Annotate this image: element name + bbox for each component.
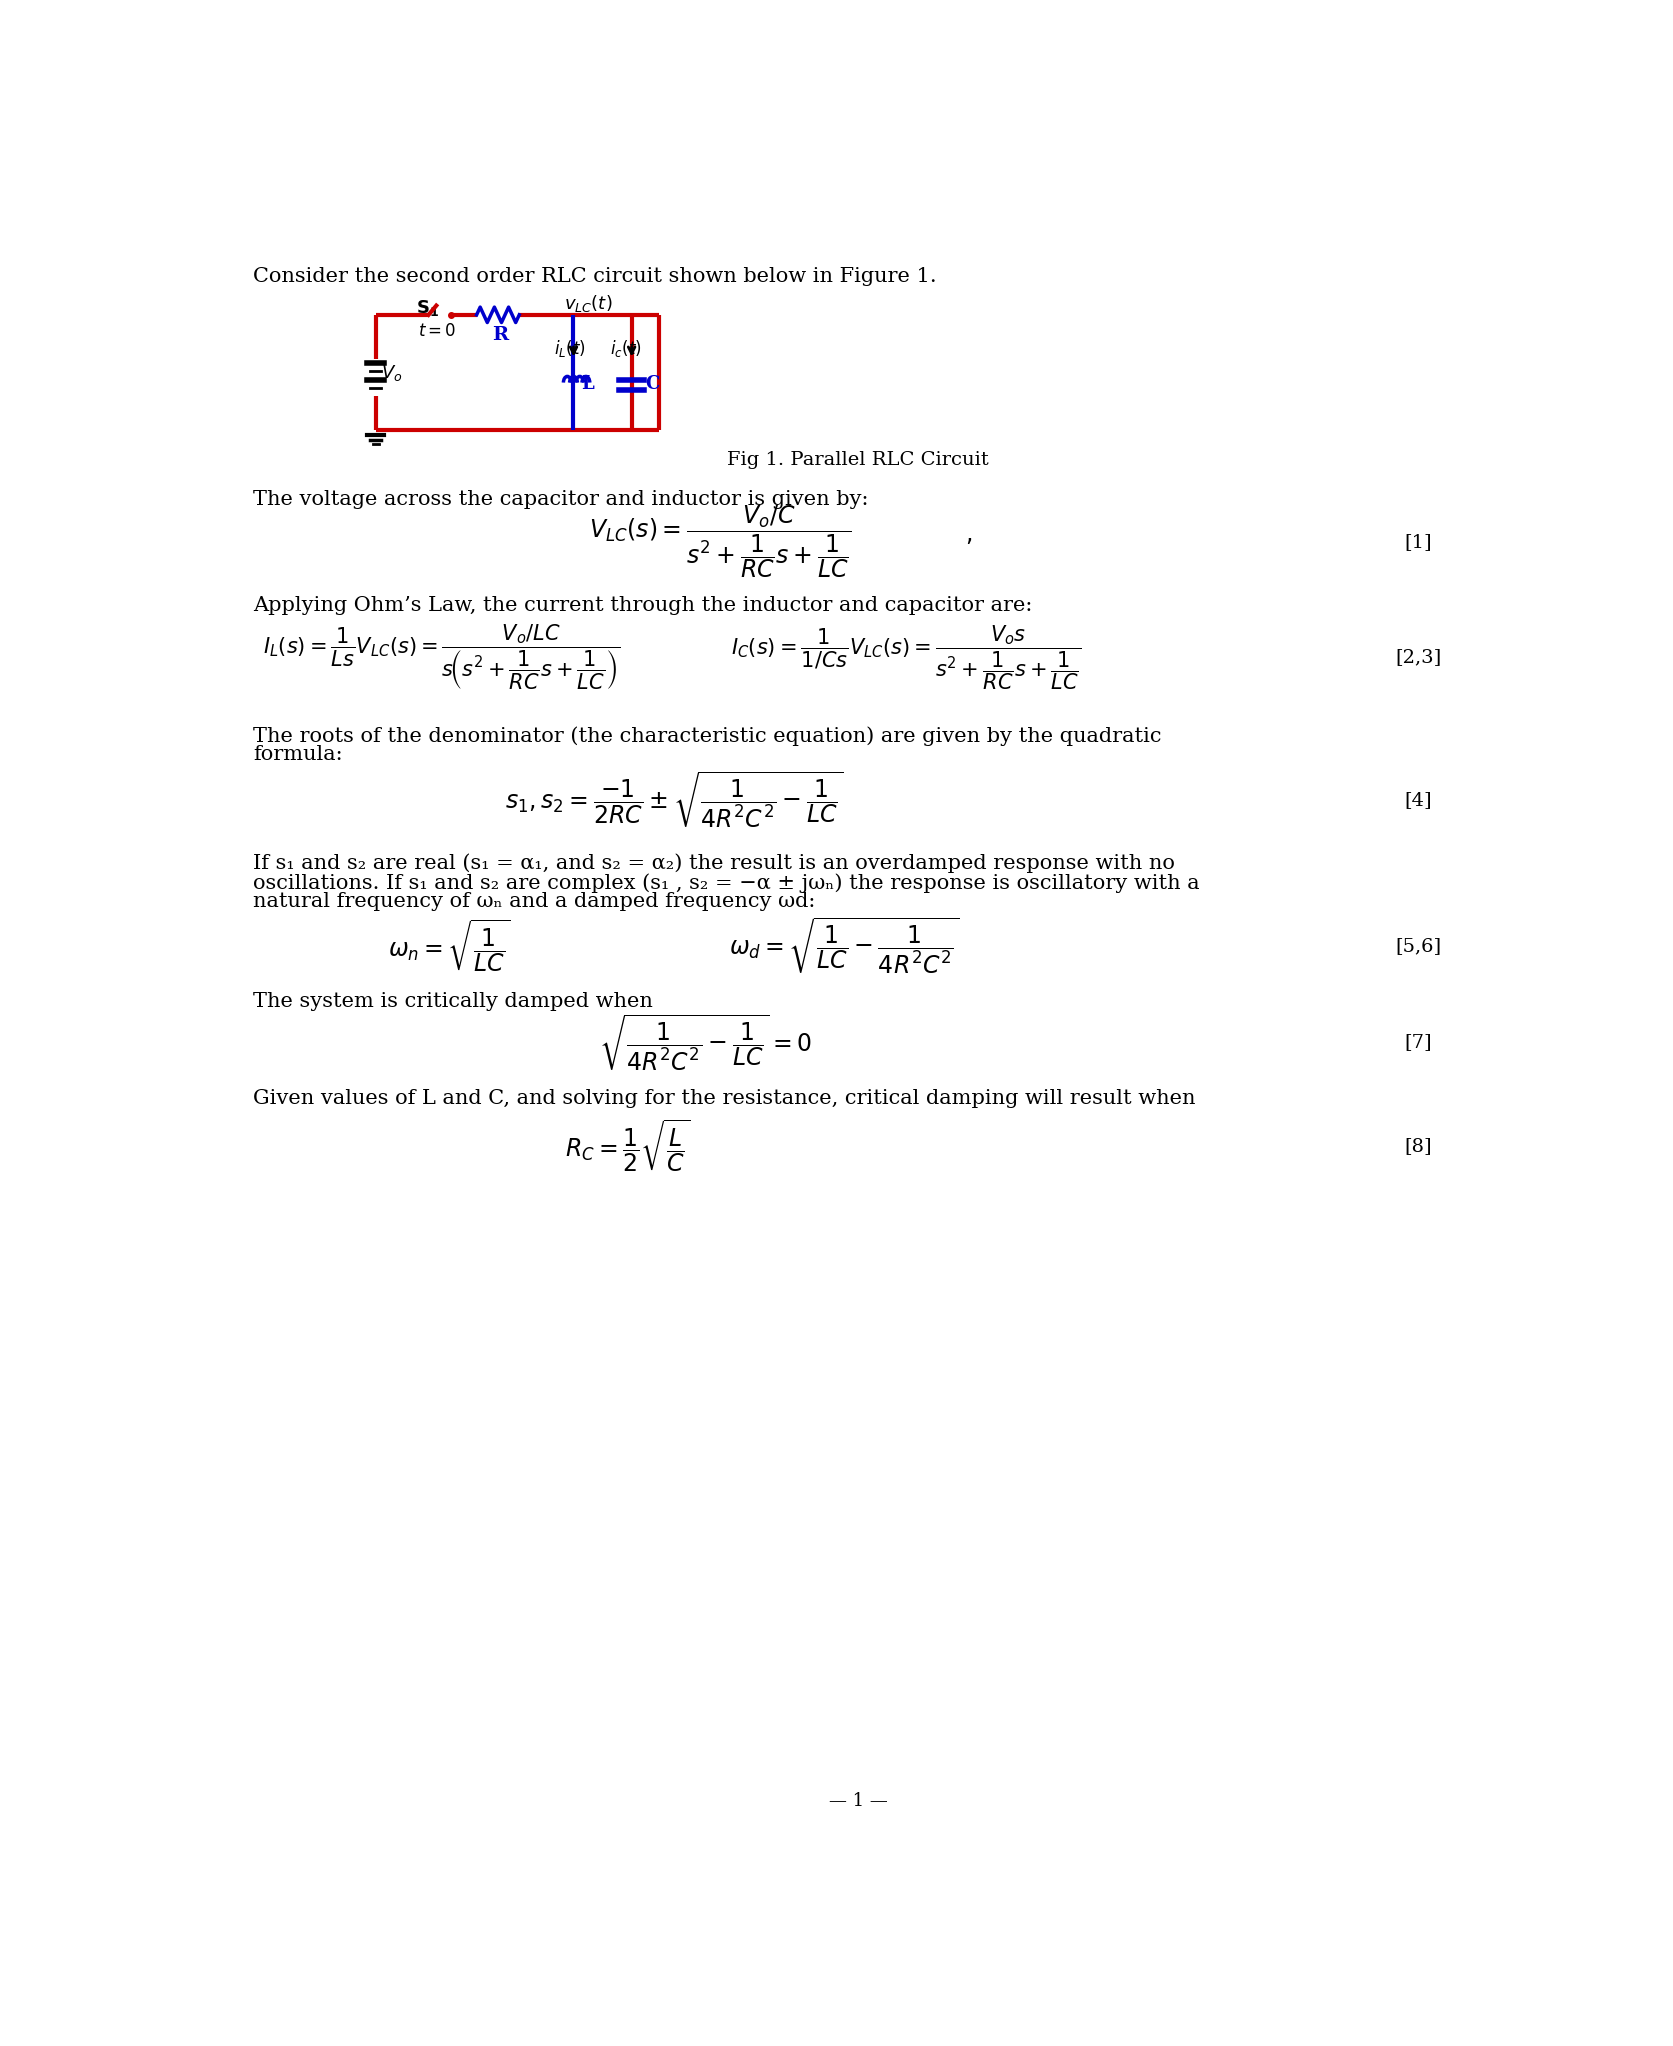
Text: $\omega_n = \sqrt{\dfrac{1}{LC}}$: $\omega_n = \sqrt{\dfrac{1}{LC}}$ [388,917,510,974]
Text: Fig 1. Parallel RLC Circuit: Fig 1. Parallel RLC Circuit [726,450,989,469]
Text: [4]: [4] [1404,792,1430,808]
Text: $I_L(s) = \dfrac{1}{Ls}V_{LC}(s) = \dfrac{V_o/LC}{s\!\left(s^2+\dfrac{1}{RC}s+\d: $I_L(s) = \dfrac{1}{Ls}V_{LC}(s) = \dfra… [263,622,621,692]
Text: $\mathbf{S_1}$: $\mathbf{S_1}$ [417,299,438,317]
Text: If s₁ and s₂ are real (s₁ = α₁, and s₂ = α₂) the result is an overdamped respons: If s₁ and s₂ are real (s₁ = α₁, and s₂ =… [253,853,1174,874]
Text: $\omega_d = \sqrt{\dfrac{1}{LC} - \dfrac{1}{4R^2C^2}}$: $\omega_d = \sqrt{\dfrac{1}{LC} - \dfrac… [729,917,960,976]
Text: $\sqrt{\dfrac{1}{4R^2C^2} - \dfrac{1}{LC}} = 0$: $\sqrt{\dfrac{1}{4R^2C^2} - \dfrac{1}{LC… [599,1013,811,1072]
Text: [5,6]: [5,6] [1394,937,1440,955]
Text: $i_c(t)$: $i_c(t)$ [609,338,641,358]
Text: C: C [646,374,659,393]
Text: Given values of L and C, and solving for the resistance, critical damping will r: Given values of L and C, and solving for… [253,1088,1195,1107]
Text: ,: , [964,522,972,546]
Text: Applying Ohm’s Law, the current through the inductor and capacitor are:: Applying Ohm’s Law, the current through … [253,595,1032,616]
Text: $t=0$: $t=0$ [418,323,457,340]
Text: $R_C = \dfrac{1}{2}\sqrt{\dfrac{L}{C}}$: $R_C = \dfrac{1}{2}\sqrt{\dfrac{L}{C}}$ [565,1117,689,1174]
Text: $I_C(s) = \dfrac{1}{1/Cs}V_{LC}(s) = \dfrac{V_o s}{s^2+\dfrac{1}{RC}s+\dfrac{1}{: $I_C(s) = \dfrac{1}{1/Cs}V_{LC}(s) = \df… [731,624,1081,692]
Text: The system is critically damped when: The system is critically damped when [253,992,652,1011]
Text: [7]: [7] [1404,1033,1430,1052]
Text: $s_1, s_2 = \dfrac{-1}{2RC} \pm \sqrt{\dfrac{1}{4R^2C^2} - \dfrac{1}{LC}}$: $s_1, s_2 = \dfrac{-1}{2RC} \pm \sqrt{\d… [505,769,843,831]
Text: [2,3]: [2,3] [1394,649,1440,667]
Text: R: R [492,325,509,344]
Text: The voltage across the capacitor and inductor is given by:: The voltage across the capacitor and ind… [253,491,868,509]
Text: L: L [581,374,594,393]
Text: $V_o$: $V_o$ [381,362,403,383]
Text: Consider the second order RLC circuit shown below in Figure 1.: Consider the second order RLC circuit sh… [253,268,937,286]
Text: oscillations. If s₁ and s₂ are complex (s₁ , s₂ = −α ± jωₙ) the response is osci: oscillations. If s₁ and s₂ are complex (… [253,874,1200,892]
Text: The roots of the denominator (the characteristic equation) are given by the quad: The roots of the denominator (the charac… [253,726,1161,747]
Text: $v_{LC}(t)$: $v_{LC}(t)$ [564,293,612,315]
Text: [8]: [8] [1404,1138,1430,1156]
Text: $V_{LC}(s) = \dfrac{V_o/C}{s^2 + \dfrac{1}{RC}s + \dfrac{1}{LC}}$: $V_{LC}(s) = \dfrac{V_o/C}{s^2 + \dfrac{… [589,503,852,581]
Text: formula:: formula: [253,745,343,765]
Text: $i_L(t)$: $i_L(t)$ [554,338,586,358]
Text: — 1 —: — 1 — [828,1792,887,1811]
Text: [1]: [1] [1404,532,1430,550]
Text: natural frequency of ωₙ and a damped frequency ωd:: natural frequency of ωₙ and a damped fre… [253,892,815,910]
